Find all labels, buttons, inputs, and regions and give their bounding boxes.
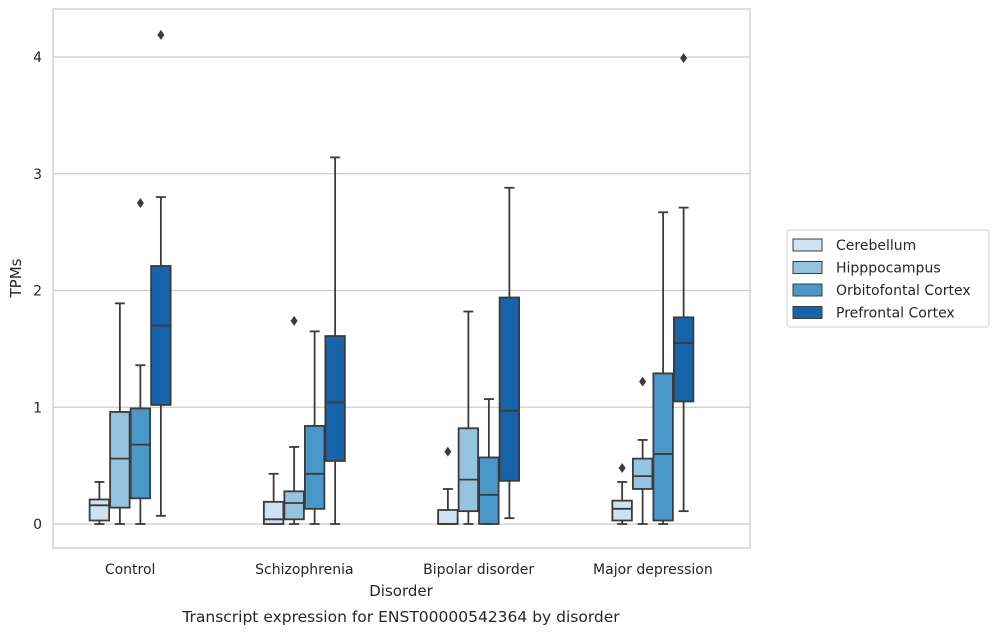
legend-swatch	[792, 261, 823, 274]
box-iqr	[324, 335, 346, 462]
box-iqr	[672, 316, 695, 403]
legend-frame	[786, 229, 990, 328]
outlier-point	[680, 53, 688, 64]
box-prefrontal-cortex	[672, 53, 695, 513]
legend-entry-label: Orbitofontal Cortex	[836, 283, 971, 299]
chart-caption: Transcript expression for ENST0000054236…	[181, 608, 620, 626]
box-hipppocampus	[631, 376, 654, 525]
box-iqr	[437, 509, 459, 525]
outlier-point	[444, 446, 452, 457]
box-hipppocampus	[283, 315, 305, 525]
plot-frame	[52, 8, 751, 549]
box-prefrontal-cortex	[498, 186, 521, 520]
box-orbitofontal-cortex	[129, 197, 152, 525]
box-orbitofontal-cortex	[478, 398, 500, 525]
legend-entry-label: Hipppocampus	[836, 261, 941, 277]
box-iqr	[478, 456, 500, 525]
box-iqr	[611, 499, 633, 522]
y-tick-label: 0	[33, 517, 42, 533]
box-cerebellum	[611, 462, 633, 525]
box-hipppocampus	[109, 302, 131, 525]
x-tick-label: Major depression	[593, 562, 713, 578]
x-tick-label: Bipolar disorder	[423, 562, 534, 578]
box-orbitofontal-cortex	[652, 211, 674, 525]
y-axis-ticks: 0 1 2 3 4	[33, 50, 42, 533]
box-iqr	[88, 498, 111, 522]
outlier-point	[639, 376, 647, 387]
y-tick-label: 2	[33, 284, 42, 300]
outlier-point	[618, 462, 626, 473]
y-tick-label: 3	[33, 167, 42, 183]
box-iqr	[109, 411, 131, 509]
box-iqr	[129, 407, 152, 500]
y-tick-label: 4	[33, 50, 42, 66]
y-tick-label: 1	[33, 400, 42, 416]
box-iqr	[631, 457, 654, 490]
box-iqr	[498, 296, 521, 482]
legend-swatch	[792, 238, 823, 252]
box-iqr	[150, 265, 172, 406]
box-prefrontal-cortex	[150, 29, 172, 517]
legend-swatch	[792, 306, 823, 319]
box-orbitofontal-cortex	[303, 330, 326, 525]
legend-entry-label: Prefrontal Cortex	[836, 306, 955, 322]
box-cerebellum	[262, 472, 285, 525]
x-axis-label: Disorder	[369, 582, 433, 600]
boxes-layer	[88, 29, 695, 525]
x-tick-label: Schizophrenia	[255, 562, 353, 578]
legend-swatch	[792, 283, 823, 297]
y-axis-label: TPMs	[7, 258, 25, 298]
outlier-point	[157, 29, 165, 40]
box-iqr	[283, 490, 305, 521]
box-iqr	[457, 427, 480, 513]
outlier-point	[290, 315, 298, 326]
box-hipppocampus	[457, 310, 480, 525]
legend: Cerebellum Hipppocampus Orbitofontal Corte…	[786, 229, 990, 328]
box-iqr	[303, 425, 326, 510]
x-tick-label: Control	[105, 562, 156, 578]
box-cerebellum	[88, 481, 111, 525]
box-iqr	[652, 372, 674, 522]
x-axis-ticks: Control Schizophrenia Bipolar disorder Majo…	[105, 562, 713, 578]
box-iqr	[262, 500, 285, 525]
box-prefrontal-cortex	[324, 156, 346, 525]
outlier-point	[136, 197, 144, 208]
legend-entry-label: Cerebellum	[836, 238, 916, 254]
box-cerebellum	[437, 446, 459, 525]
